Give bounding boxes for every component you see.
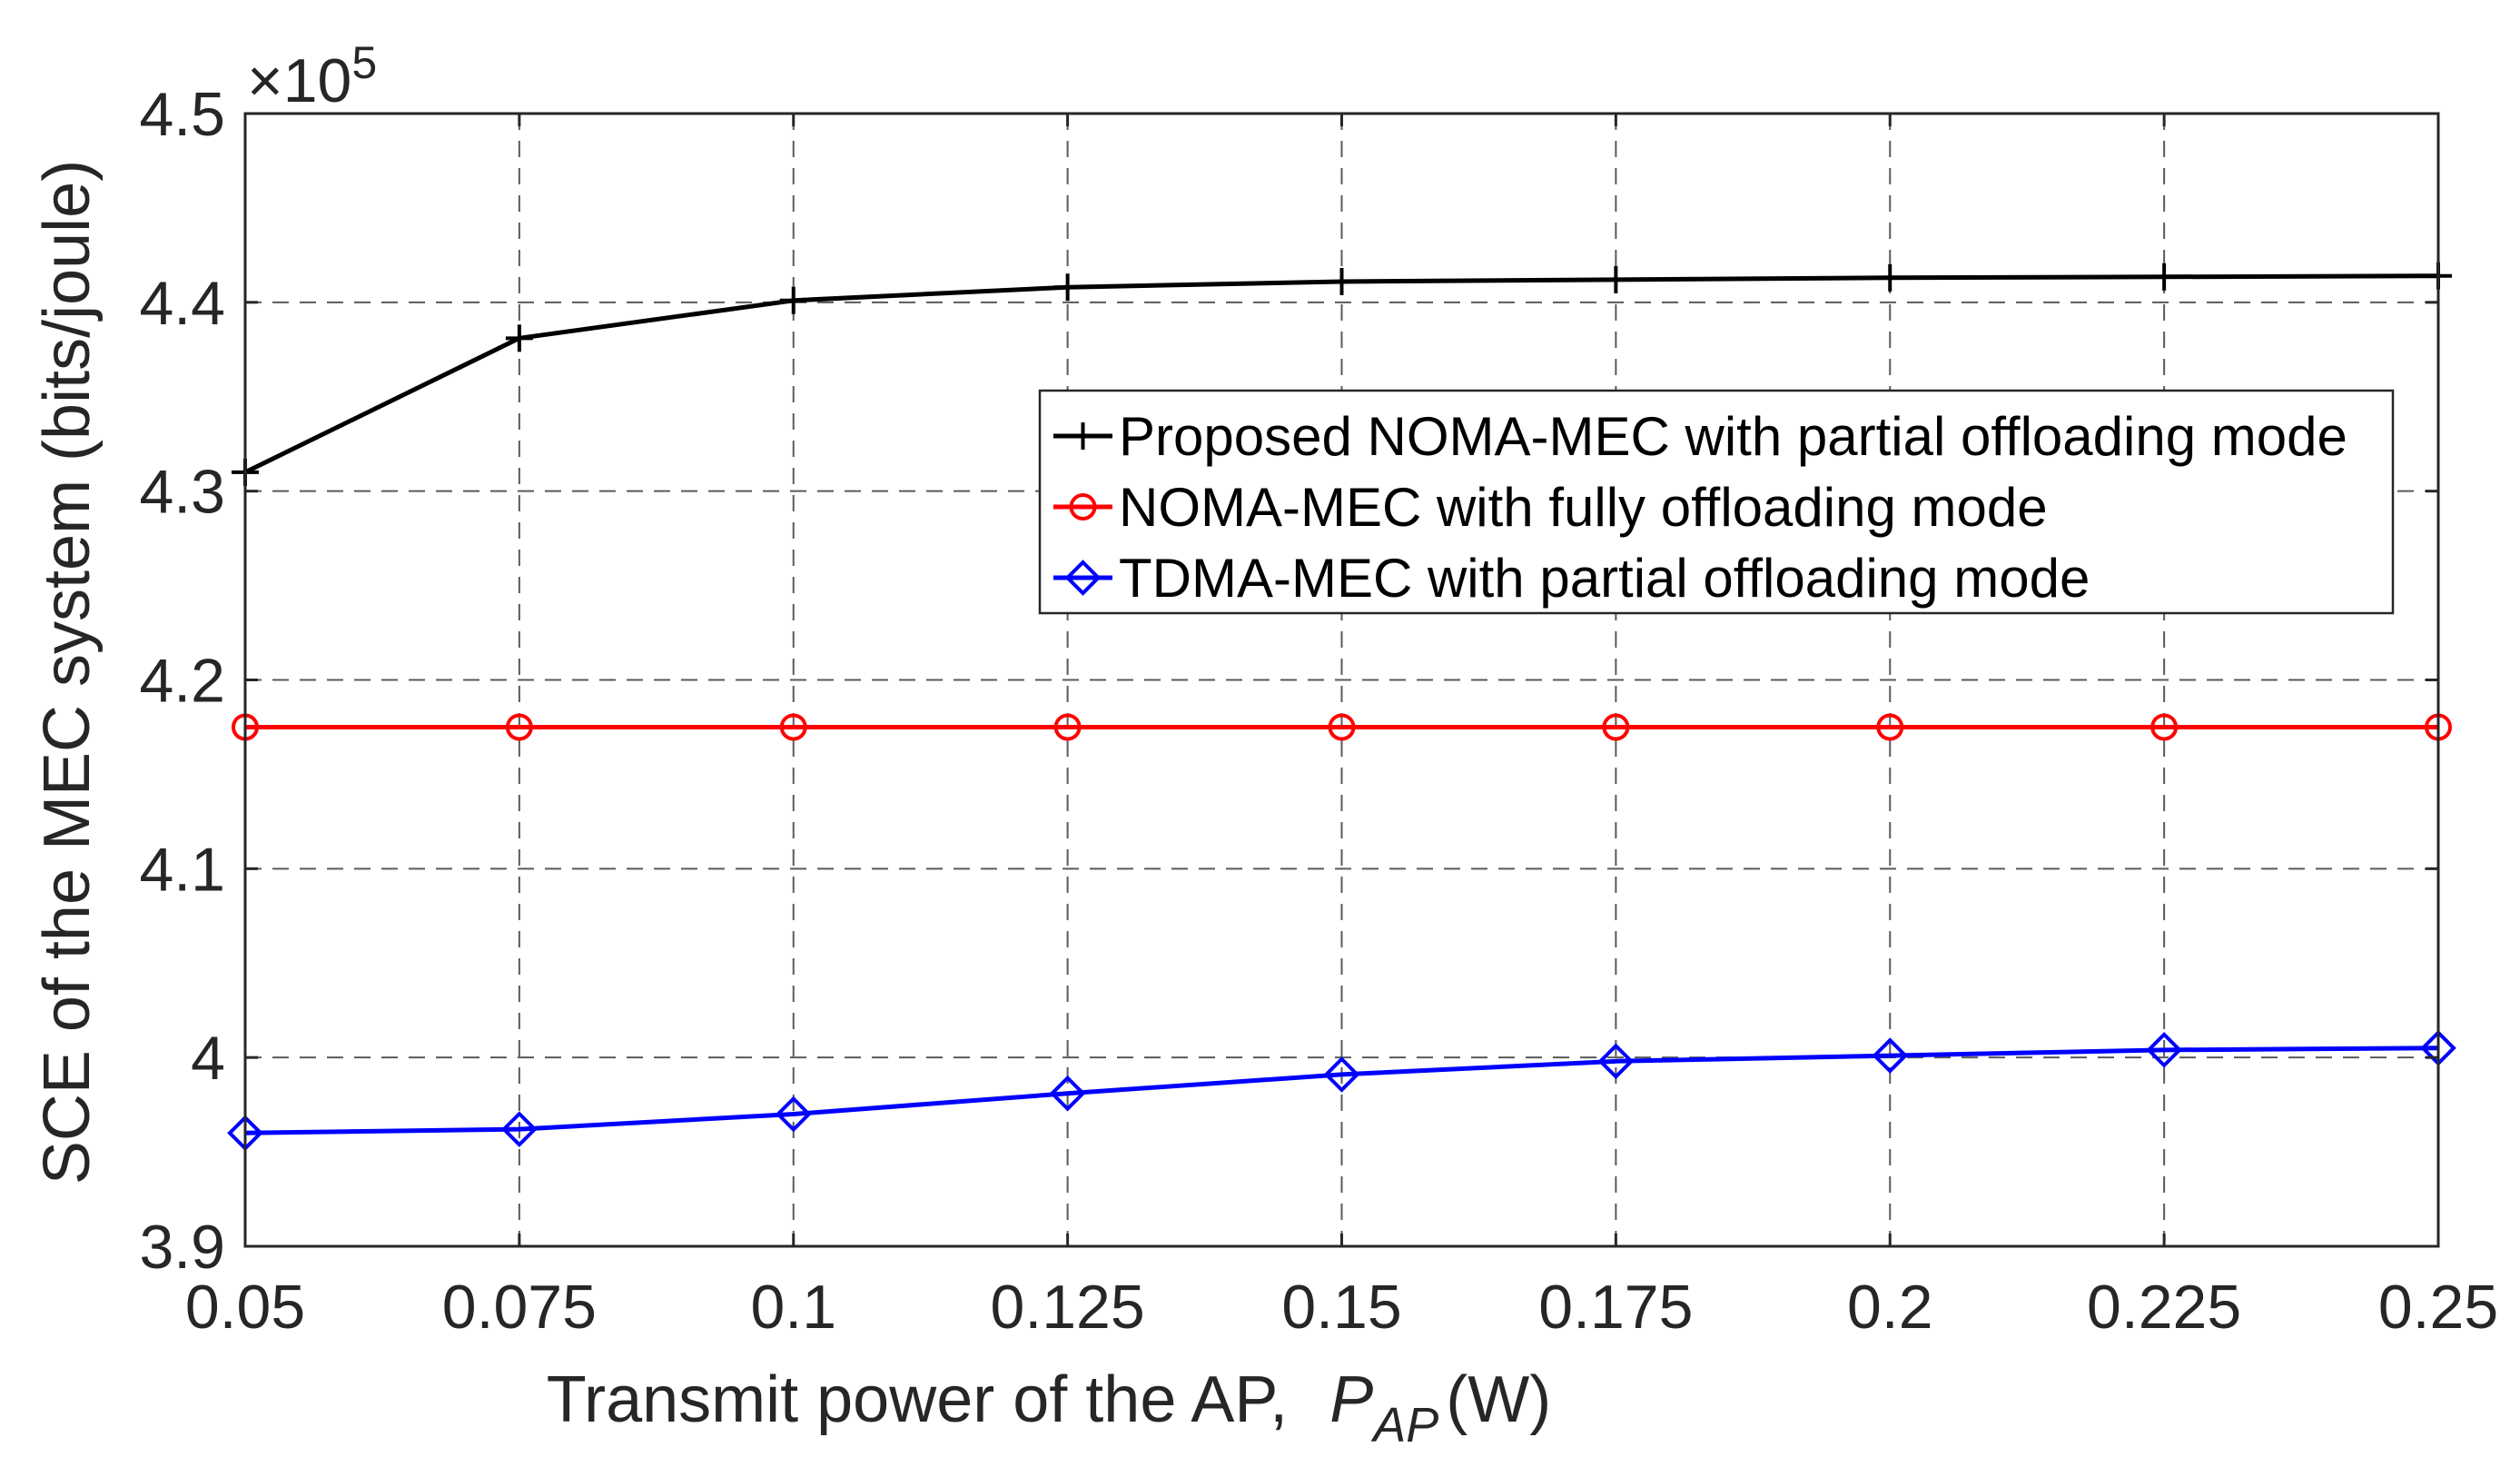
series-3 bbox=[227, 1029, 2456, 1152]
x-tick-label: 0.05 bbox=[185, 1273, 305, 1342]
data-point bbox=[1328, 713, 1356, 741]
data-point bbox=[1328, 267, 1356, 295]
legend-label: Proposed NOMA-MEC with partial offloadin… bbox=[1119, 406, 2347, 467]
x-axis-label-unit: (W) bbox=[1446, 1363, 1551, 1436]
data-point bbox=[775, 1095, 812, 1133]
x-tick-label: 0.1 bbox=[750, 1273, 836, 1342]
data-point bbox=[779, 713, 807, 741]
legend-marker bbox=[1069, 493, 1097, 520]
legend-marker bbox=[1069, 422, 1097, 450]
x-tick-label: 0.225 bbox=[2087, 1273, 2241, 1342]
y-exponent-label: ×105 bbox=[247, 37, 377, 115]
x-tick-label: 0.15 bbox=[1281, 1273, 1401, 1342]
legend-entry-2: NOMA-MEC with fully offloading mode bbox=[1053, 477, 2048, 538]
data-point bbox=[2146, 1032, 2182, 1068]
data-point bbox=[1049, 1075, 1086, 1112]
x-tick-label: 0.25 bbox=[2378, 1273, 2498, 1342]
data-point bbox=[1323, 1056, 1360, 1093]
data-point bbox=[505, 713, 533, 741]
data-point bbox=[1876, 713, 1904, 741]
legend-entry-3: TDMA-MEC with partial offloading mode bbox=[1053, 548, 2090, 609]
data-point bbox=[1053, 713, 1082, 741]
tick-labels: 0.05 0.075 0.1 0.125 0.15 0.175 0.2 0.225 0.25 3.… bbox=[139, 80, 2498, 1342]
data-point bbox=[1876, 263, 1904, 292]
data-point bbox=[505, 324, 533, 352]
legend-box bbox=[1038, 389, 2395, 615]
y-tick-label: 4.1 bbox=[139, 835, 225, 904]
data-point bbox=[1602, 713, 1630, 741]
data-point bbox=[2150, 713, 2179, 741]
y-tick-label: 4.2 bbox=[139, 647, 225, 716]
series-layer bbox=[227, 262, 2456, 1152]
y-tick-label: 3.9 bbox=[139, 1213, 225, 1282]
x-axis-label-symbol: P bbox=[1329, 1363, 1373, 1436]
data-point bbox=[1053, 273, 1082, 302]
y-tick-label: 4 bbox=[191, 1024, 225, 1093]
y-exponent-power: 5 bbox=[351, 37, 377, 88]
legend-marker bbox=[1064, 560, 1102, 596]
data-point bbox=[1602, 265, 1630, 293]
x-axis-label-text: Transmit power of the AP, bbox=[547, 1363, 1288, 1436]
y-axis-label: SCE of the MEC system (bits/joule) bbox=[31, 160, 104, 1185]
x-tick-label: 0.2 bbox=[1847, 1273, 1933, 1342]
y-tick-label: 4.4 bbox=[139, 269, 225, 338]
x-tick-label: 0.125 bbox=[991, 1273, 1145, 1342]
data-point bbox=[779, 286, 807, 314]
y-tick-label: 4.5 bbox=[139, 80, 225, 149]
data-point bbox=[1872, 1037, 1909, 1074]
legend-label: NOMA-MEC with fully offloading mode bbox=[1119, 477, 2048, 538]
legend-label: TDMA-MEC with partial offloading mode bbox=[1119, 548, 2090, 609]
y-exponent-base: ×10 bbox=[247, 46, 351, 115]
data-point bbox=[501, 1111, 538, 1147]
x-tick-label: 0.175 bbox=[1538, 1273, 1693, 1342]
legend-entry-1: Proposed NOMA-MEC with partial offloadin… bbox=[1053, 406, 2347, 467]
series-line bbox=[244, 1046, 2439, 1135]
legend: Proposed NOMA-MEC with partial offloadin… bbox=[1038, 389, 2395, 615]
x-axis-label: Transmit power of the AP, PAP (W) bbox=[547, 1363, 1551, 1452]
series-1 bbox=[232, 262, 2452, 486]
data-point bbox=[2150, 263, 2179, 291]
x-tick-label: 0.075 bbox=[442, 1273, 597, 1342]
x-axis-label-subscript: AP bbox=[1370, 1398, 1438, 1452]
y-tick-label: 4.3 bbox=[139, 458, 225, 527]
data-point bbox=[1597, 1043, 1635, 1080]
